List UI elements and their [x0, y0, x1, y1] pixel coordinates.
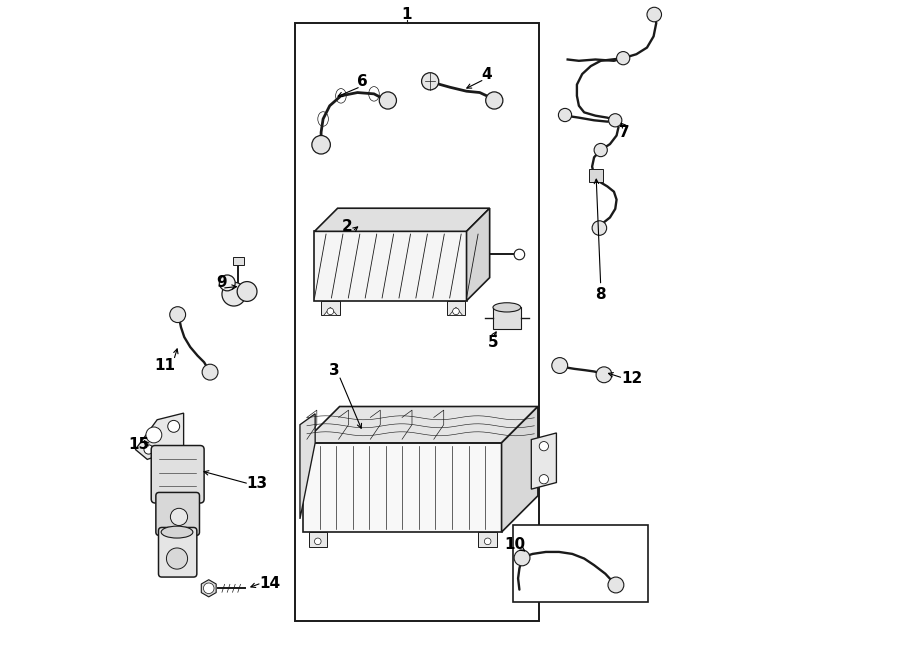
Circle shape — [202, 364, 218, 380]
Circle shape — [220, 275, 235, 291]
Text: 11: 11 — [154, 358, 175, 373]
Circle shape — [146, 427, 162, 443]
Circle shape — [514, 249, 525, 260]
Bar — [303, 443, 501, 532]
Text: 4: 4 — [481, 67, 491, 81]
Circle shape — [552, 358, 568, 373]
Circle shape — [170, 508, 187, 525]
Bar — [446, 301, 465, 315]
Polygon shape — [303, 407, 538, 443]
Circle shape — [421, 73, 439, 90]
Text: 12: 12 — [621, 371, 643, 385]
Circle shape — [166, 548, 187, 569]
Polygon shape — [501, 407, 538, 532]
Bar — [309, 532, 327, 547]
Polygon shape — [449, 307, 463, 315]
Circle shape — [486, 92, 503, 109]
Text: 9: 9 — [217, 275, 228, 290]
Bar — [513, 525, 648, 602]
Circle shape — [539, 475, 548, 484]
Circle shape — [608, 114, 622, 127]
Circle shape — [312, 136, 330, 154]
Circle shape — [558, 108, 572, 122]
Circle shape — [592, 221, 607, 235]
Circle shape — [222, 282, 246, 306]
Ellipse shape — [493, 303, 521, 312]
Text: 8: 8 — [596, 287, 606, 301]
Text: 15: 15 — [129, 437, 150, 451]
Text: 10: 10 — [504, 537, 526, 551]
Text: 14: 14 — [259, 576, 281, 590]
Polygon shape — [135, 413, 184, 459]
Circle shape — [379, 92, 397, 109]
Bar — [589, 169, 603, 182]
Circle shape — [514, 550, 530, 566]
Circle shape — [167, 420, 180, 432]
Circle shape — [453, 308, 459, 315]
Bar — [479, 532, 497, 547]
Circle shape — [170, 307, 185, 323]
FancyBboxPatch shape — [314, 231, 466, 301]
Text: 7: 7 — [618, 125, 629, 139]
FancyBboxPatch shape — [151, 446, 204, 503]
FancyBboxPatch shape — [156, 492, 200, 535]
Circle shape — [144, 445, 153, 454]
Polygon shape — [314, 208, 490, 231]
Text: 3: 3 — [329, 363, 339, 377]
Circle shape — [314, 538, 321, 545]
Circle shape — [616, 52, 630, 65]
Bar — [294, 23, 539, 621]
Circle shape — [238, 282, 257, 301]
Polygon shape — [466, 208, 490, 301]
Polygon shape — [202, 580, 216, 597]
Text: 5: 5 — [488, 335, 499, 350]
Text: 6: 6 — [357, 75, 368, 89]
Ellipse shape — [161, 526, 193, 538]
Circle shape — [484, 538, 491, 545]
Text: 13: 13 — [247, 477, 267, 491]
Circle shape — [594, 143, 608, 157]
Circle shape — [608, 577, 624, 593]
Bar — [232, 257, 245, 265]
Bar — [493, 307, 521, 329]
Circle shape — [203, 583, 214, 594]
Bar — [321, 301, 339, 315]
Circle shape — [539, 442, 548, 451]
Text: 1: 1 — [401, 7, 412, 22]
Polygon shape — [300, 414, 315, 519]
FancyBboxPatch shape — [158, 527, 197, 577]
Circle shape — [596, 367, 612, 383]
Polygon shape — [531, 433, 556, 489]
Circle shape — [327, 308, 334, 315]
Polygon shape — [324, 307, 337, 315]
Text: 2: 2 — [342, 219, 353, 233]
Circle shape — [647, 7, 662, 22]
